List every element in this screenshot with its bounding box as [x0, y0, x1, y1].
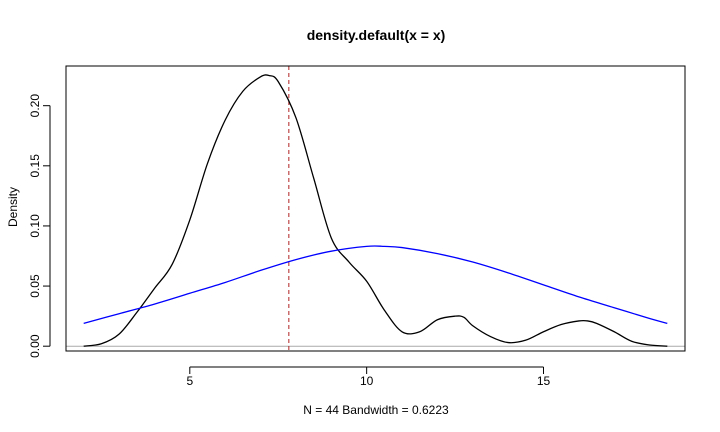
density-curve	[83, 74, 668, 347]
y-tick-label: 0.00	[28, 334, 42, 358]
plot-frame	[65, 65, 686, 352]
y-tick-label: 0.15	[28, 154, 42, 178]
x-tick-label: 5	[186, 374, 193, 388]
y-tick-label: 0.10	[28, 214, 42, 238]
x-tick-label: 10	[360, 374, 374, 388]
x-axis-label: N = 44 Bandwidth = 0.6223	[303, 403, 449, 417]
x-tick-label: 15	[537, 374, 551, 388]
y-tick-label: 0.05	[28, 274, 42, 298]
plot-area	[66, 66, 685, 351]
normal-curve	[83, 245, 668, 324]
y-tick-label: 0.20	[28, 94, 42, 118]
y-axis-label: Density	[6, 187, 20, 227]
chart-title: density.default(x = x)	[307, 27, 446, 43]
